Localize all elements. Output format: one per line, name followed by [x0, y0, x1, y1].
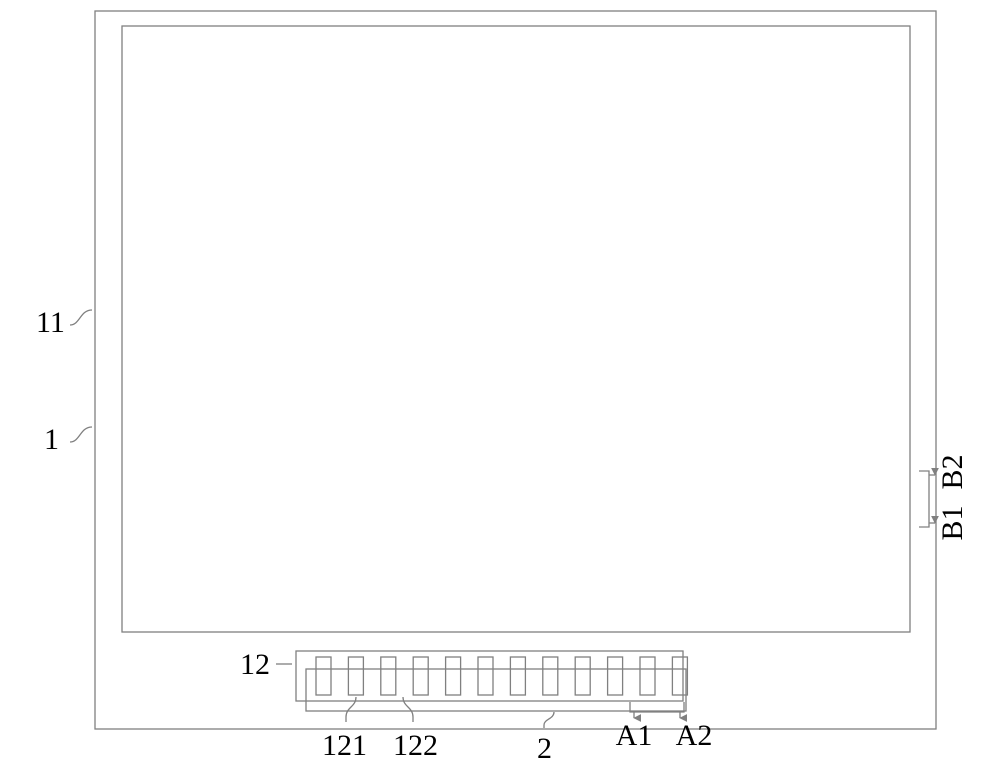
label-1: 1: [44, 423, 59, 456]
bonding-pad: [510, 657, 525, 695]
diagram-canvas: 11 1 12 121 122 2 A1 A2 B1 B2: [0, 0, 1000, 774]
outer-frame: [95, 11, 936, 729]
bonding-pad: [672, 657, 687, 695]
label-a2: A2: [676, 719, 713, 752]
label-12: 12: [240, 648, 270, 681]
bonding-pads-group: [316, 657, 687, 695]
label-11: 11: [36, 306, 65, 339]
leader-2: [544, 712, 554, 728]
bonding-pad: [446, 657, 461, 695]
label-a1: A1: [616, 719, 653, 752]
bonding-area: [296, 651, 683, 701]
bonding-pad: [608, 657, 623, 695]
bonding-pad: [381, 657, 396, 695]
bracket-b: [919, 471, 929, 527]
bonding-pad: [413, 657, 428, 695]
bonding-pad: [478, 657, 493, 695]
label-2: 2: [537, 732, 552, 765]
label-b2: B2: [936, 454, 969, 489]
bonding-pad: [316, 657, 331, 695]
leader-1: [70, 427, 92, 442]
label-122: 122: [393, 729, 438, 762]
label-b1: B1: [936, 505, 969, 540]
label-121: 121: [322, 729, 367, 762]
inner-frame: [122, 26, 910, 632]
leader-11: [70, 310, 92, 325]
bonding-pad: [348, 657, 363, 695]
bonding-pad: [575, 657, 590, 695]
bonding-pad: [543, 657, 558, 695]
bonding-pad: [640, 657, 655, 695]
